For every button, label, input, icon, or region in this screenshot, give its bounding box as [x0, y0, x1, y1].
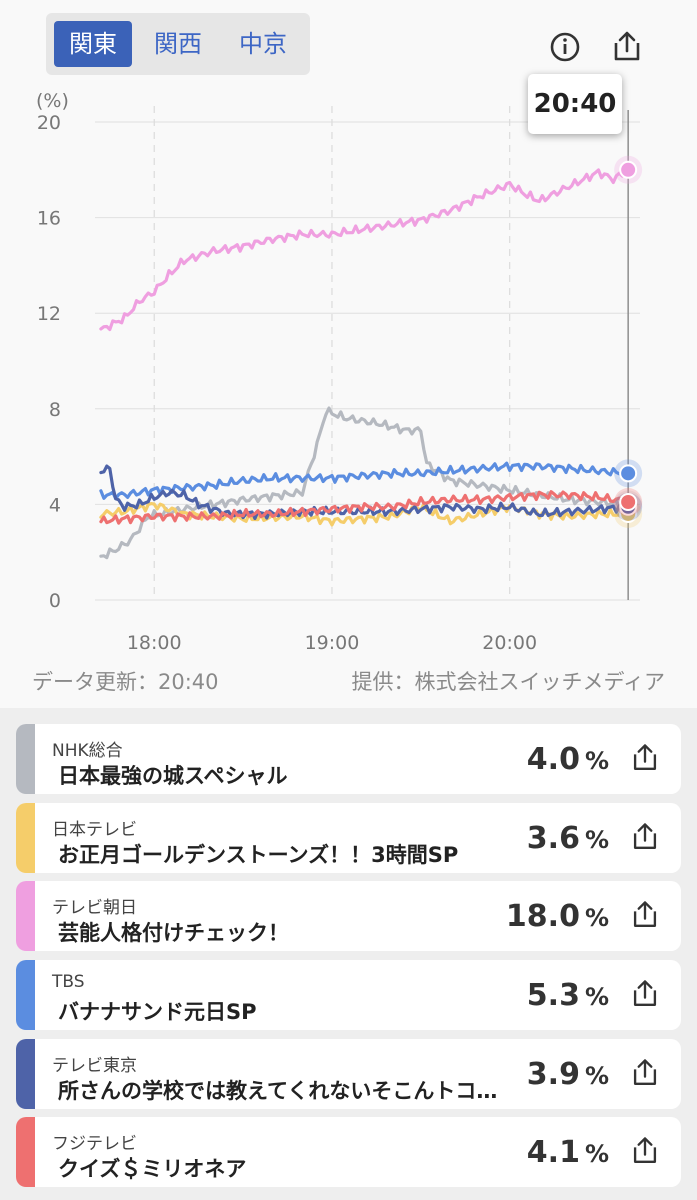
rating-unit: % — [584, 983, 609, 1011]
series-end-marker — [619, 160, 638, 179]
channel-name: TBS — [52, 972, 85, 992]
y-tick-label: 8 — [49, 399, 61, 421]
channel-card-tbs[interactable]: TBS バナナサンド元日SP 5.3% — [16, 960, 681, 1030]
channel-name: NHK総合 — [52, 741, 123, 761]
channel-color-bar — [16, 960, 35, 1030]
series-line — [99, 490, 630, 525]
share-icon[interactable] — [627, 897, 663, 933]
update-time: データ更新：20:40 — [32, 670, 219, 694]
channel-color-bar — [16, 803, 35, 873]
channel-color-bar — [16, 724, 35, 794]
rating-value: 4.0% — [527, 742, 609, 777]
program-title: クイズ＄ミリオネア — [58, 1157, 247, 1181]
program-title: 日本最強の城スペシャル — [58, 764, 288, 788]
series-line — [99, 168, 630, 332]
channel-card-fuji[interactable]: フジテレビ クイズ＄ミリオネア 4.1% — [16, 1117, 681, 1187]
chart-panel: 関東 関西 中京 (%) 0 4 8 12 16 20 18:00 19:00 20:00 20:… — [32, 13, 665, 694]
share-icon[interactable] — [627, 1055, 663, 1091]
rating-value: 5.3% — [527, 978, 609, 1013]
rating-number: 5.3 — [526, 978, 580, 1013]
line-chart: (%) 0 4 8 12 16 20 18:00 19:00 20:00 — [36, 90, 643, 654]
y-axis-unit: (%) — [36, 90, 69, 112]
channel-color-bar — [16, 1117, 35, 1187]
series-line — [99, 461, 630, 501]
channel-color-bar — [16, 1039, 35, 1109]
share-icon[interactable] — [627, 819, 663, 855]
share-icon[interactable] — [607, 27, 647, 67]
series-end-marker — [619, 464, 638, 483]
y-tick-label: 0 — [49, 590, 61, 612]
rating-value: 3.9% — [527, 1057, 609, 1092]
x-tick-label: 20:00 — [482, 632, 537, 654]
rating-number: 18.0 — [505, 899, 580, 934]
y-tick-label: 12 — [37, 303, 61, 325]
x-tick-label: 18:00 — [127, 632, 182, 654]
tab-kansai[interactable]: 関西 — [154, 30, 202, 58]
series-end-marker — [619, 493, 638, 512]
rating-number: 4.1 — [526, 1135, 580, 1170]
channel-card-tv-asahi[interactable]: テレビ朝日 芸能人格付けチェック！ 18.0% — [16, 881, 681, 951]
channel-name: フジテレビ — [52, 1134, 137, 1154]
rating-unit: % — [584, 747, 609, 775]
series-line — [99, 464, 630, 521]
series-line — [99, 406, 630, 560]
tab-chukyo[interactable]: 中京 — [239, 30, 287, 58]
channel-card-nhk[interactable]: NHK総合 日本最強の城スペシャル 4.0% — [16, 724, 681, 794]
channel-card-tv-tokyo[interactable]: テレビ東京 所さんの学校では教えてくれないそこんトコロ！ 3.9% — [16, 1039, 681, 1109]
rating-unit: % — [584, 904, 609, 932]
x-tick-label: 19:00 — [305, 632, 360, 654]
rating-value: 4.1% — [527, 1135, 609, 1170]
rating-unit: % — [584, 826, 609, 854]
rating-unit: % — [584, 1140, 609, 1168]
rating-value: 18.0% — [506, 899, 609, 934]
share-icon[interactable] — [627, 1133, 663, 1169]
rating-number: 3.9 — [526, 1057, 580, 1092]
program-title: バナナサンド元日SP — [58, 1000, 257, 1024]
channel-color-bar — [16, 881, 35, 951]
channel-name: テレビ東京 — [52, 1056, 137, 1076]
info-icon[interactable] — [545, 27, 585, 67]
data-provider: 提供：株式会社スイッチメディア — [351, 670, 665, 694]
channel-card-ntv[interactable]: 日本テレビ お正月ゴールデンストーンズ！！3時間SP 3.6% — [16, 803, 681, 873]
program-title: 芸能人格付けチェック！ — [58, 921, 289, 945]
channel-name: 日本テレビ — [52, 820, 137, 840]
y-tick-label: 20 — [37, 112, 61, 134]
tab-kanto[interactable]: 関東 — [54, 21, 132, 67]
y-tick-label: 4 — [49, 494, 61, 516]
share-icon[interactable] — [627, 740, 663, 776]
program-title: お正月ゴールデンストーンズ！！3時間SP — [58, 843, 459, 867]
rating-number: 3.6 — [526, 821, 580, 856]
rating-number: 4.0 — [526, 742, 580, 777]
share-icon[interactable] — [627, 976, 663, 1012]
program-title: 所さんの学校では教えてくれないそこんトコロ！ — [58, 1079, 508, 1103]
rating-unit: % — [584, 1062, 609, 1090]
time-tooltip: 20:40 — [528, 74, 622, 134]
channel-name: テレビ朝日 — [52, 898, 137, 918]
y-tick-label: 16 — [37, 208, 61, 230]
region-tabs: 関東 関西 中京 — [46, 13, 310, 75]
rating-value: 3.6% — [527, 821, 609, 856]
channel-list: NHK総合 日本最強の城スペシャル 4.0% 日本テレビ お正月ゴールデンストー… — [0, 708, 697, 1200]
